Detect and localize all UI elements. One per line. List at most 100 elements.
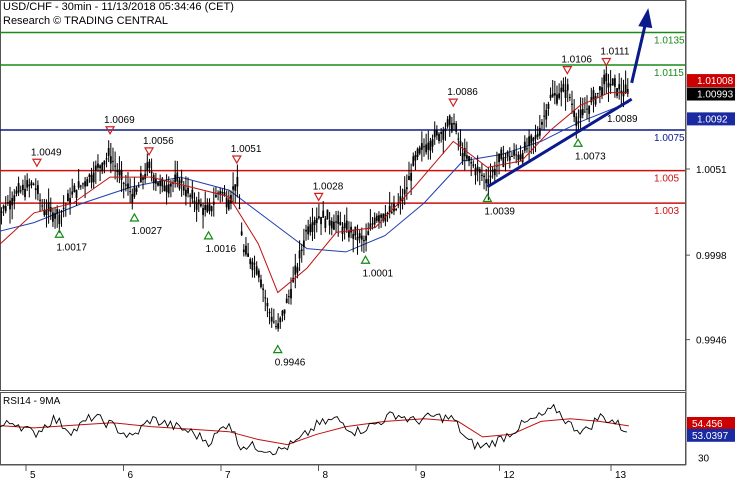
candle-body	[335, 221, 337, 223]
candle-body	[210, 206, 213, 212]
candle-body	[101, 163, 104, 172]
candle-body	[122, 182, 125, 185]
rsi-value-box-1	[687, 428, 735, 442]
chart-title: USD/CHF - 30min - 11/13/2018 05:34:46 (C…	[3, 1, 234, 13]
candle-body	[564, 90, 567, 98]
candle-body	[410, 172, 413, 181]
candle-body	[375, 215, 378, 221]
candle-body	[601, 87, 603, 97]
candle-body	[500, 149, 503, 159]
candle-body	[611, 78, 614, 86]
candle-body	[159, 181, 162, 186]
candle-body	[238, 207, 241, 209]
candle-body	[82, 183, 84, 185]
price-box-label-2: 1.0092	[697, 114, 728, 125]
candle-body	[596, 92, 599, 94]
candle-body	[307, 226, 310, 235]
candle-body	[380, 214, 382, 218]
candle-body	[17, 183, 20, 193]
candle-body	[283, 309, 286, 314]
candle-body	[517, 154, 520, 161]
candle-body	[440, 131, 443, 134]
trough-marker-5	[482, 193, 493, 203]
candle-body	[455, 123, 458, 132]
rsi-ma-line	[0, 418, 629, 446]
candle-body	[453, 122, 455, 125]
annotation-label-0: 1.0089	[607, 114, 638, 125]
candle-body	[197, 199, 200, 205]
candle-body	[345, 220, 348, 230]
candle-body	[461, 153, 464, 161]
candle-body	[478, 169, 481, 173]
candle-body	[592, 90, 595, 100]
candle-body	[135, 188, 138, 192]
candle-body	[47, 202, 50, 212]
candle-body	[324, 218, 327, 228]
candle-body	[350, 226, 352, 233]
candle-body	[472, 164, 475, 166]
x-tick-label-1: 6	[128, 470, 134, 480]
candle-body	[174, 174, 177, 183]
candle-body	[317, 216, 320, 219]
candle-body	[607, 82, 610, 88]
candle-body	[116, 170, 119, 173]
candle-body	[167, 184, 170, 194]
candle-body	[131, 193, 134, 203]
candle-body	[88, 174, 91, 177]
candle-body	[365, 235, 367, 241]
peak-label-4: 1.0028	[313, 181, 344, 192]
candle-body	[154, 178, 157, 184]
candle-body	[2, 205, 5, 209]
trough-marker-6	[573, 138, 584, 147]
candle-body	[491, 169, 494, 173]
candle-body	[272, 321, 275, 323]
candle-body	[247, 253, 250, 257]
candle-body	[223, 192, 226, 196]
candle-body	[330, 220, 333, 229]
candle-body	[103, 160, 106, 165]
candle-body	[538, 127, 541, 136]
candle-body	[112, 160, 114, 162]
candle-body	[468, 156, 470, 162]
candle-body	[163, 185, 166, 192]
level-label-3: 1.005	[654, 174, 679, 185]
candle-body	[519, 154, 522, 160]
candle-body	[73, 185, 76, 193]
candle-body	[219, 191, 222, 195]
price-box-label-0: 1.01008	[697, 76, 734, 87]
candle-body	[287, 296, 290, 298]
candle-body	[388, 205, 391, 213]
candle-body	[508, 156, 511, 161]
candle-body	[152, 175, 155, 184]
candle-body	[92, 172, 95, 183]
candle-body	[549, 94, 552, 99]
candle-body	[109, 156, 112, 164]
candle-body	[483, 175, 485, 178]
candle-body	[120, 170, 123, 180]
fast-ma-line	[0, 92, 629, 294]
candle-body	[523, 141, 526, 151]
candle-body	[311, 222, 314, 232]
peak-marker-7	[601, 57, 612, 67]
candle-body	[142, 177, 144, 180]
rsi-y-tick-label-0: 30	[698, 454, 710, 465]
candle-body	[412, 156, 415, 166]
peak-label-7: 1.0111	[600, 47, 630, 58]
candle-body	[571, 103, 573, 106]
candle-body	[242, 249, 245, 253]
candle-body	[206, 204, 209, 212]
candle-body	[371, 223, 374, 225]
candle-body	[545, 109, 548, 120]
x-tick-label-2: 7	[225, 470, 231, 480]
candle-body	[305, 229, 307, 232]
y-tick-label-0: 1.0051	[696, 165, 727, 176]
candle-body	[328, 220, 331, 226]
price-box-2	[687, 112, 735, 126]
candle-body	[594, 96, 597, 105]
candle-body	[506, 151, 509, 157]
candle-body	[114, 165, 117, 167]
candle-body	[212, 201, 215, 205]
candle-body	[193, 200, 196, 204]
y-tick-label-2: 0.9946	[696, 336, 727, 347]
